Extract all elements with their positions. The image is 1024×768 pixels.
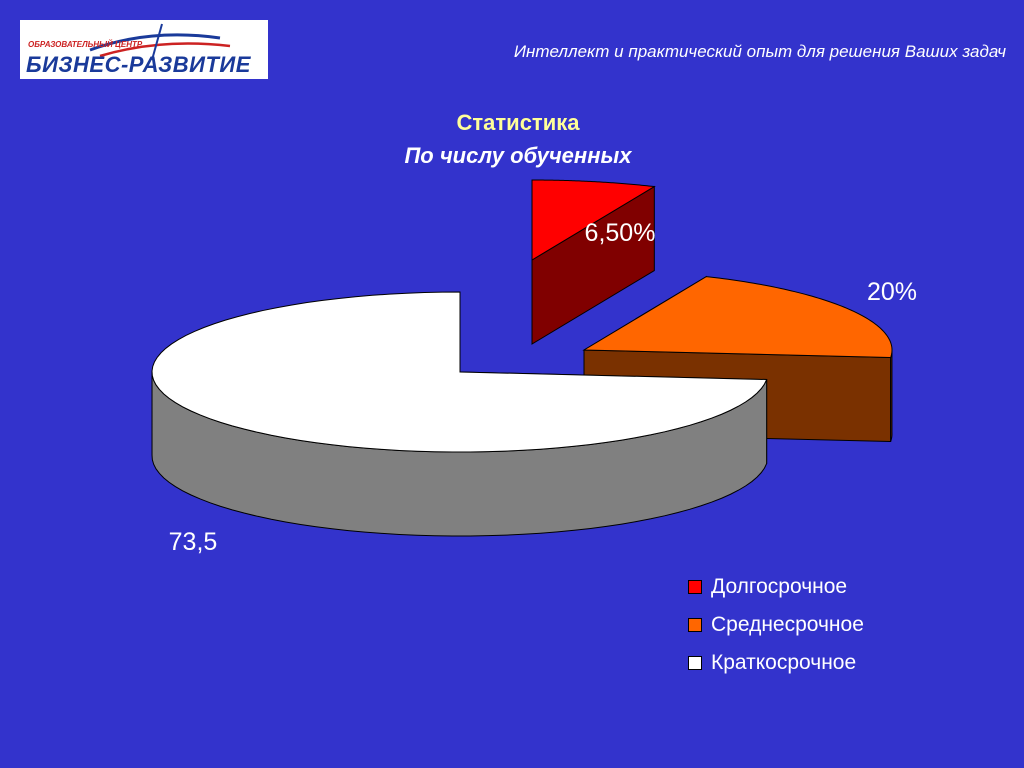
- legend-swatch: [688, 618, 702, 632]
- legend-label: Краткосрочное: [711, 651, 857, 674]
- legend-swatch: [688, 580, 702, 594]
- slide-tagline: Интеллект и практический опыт для решени…: [513, 42, 1006, 61]
- logo-big-text: БИЗНЕС-РАЗВИТИЕ: [26, 52, 251, 77]
- data-label-short-term: 73,5: [169, 528, 218, 556]
- chart-title: Статистика: [456, 110, 580, 135]
- pie-slice-side: [890, 348, 893, 442]
- legend-swatch: [688, 656, 702, 670]
- pie-slice-top: [531, 179, 656, 261]
- legend-item-mid-term: Среднесрочное: [688, 606, 864, 644]
- pie-slice-long-term: [531, 179, 656, 345]
- legend-label: Среднесрочное: [711, 613, 864, 636]
- data-label-mid-term: 20%: [867, 278, 917, 306]
- legend-label: Долгосрочное: [711, 575, 848, 598]
- company-logo: ОБРАЗОВАТЕЛЬНЫЙ ЦЕНТР БИЗНЕС-РАЗВИТИЕ: [20, 20, 268, 79]
- chart-subtitle: По числу обученных: [404, 143, 632, 168]
- legend-item-long-term: Долгосрочное: [688, 568, 864, 606]
- pie-slice-short-term: [151, 291, 768, 537]
- chart-legend: Долгосрочное Среднесрочное Краткосрочное: [688, 568, 864, 682]
- data-label-long-term: 6,50%: [585, 219, 656, 247]
- legend-item-short-term: Краткосрочное: [688, 644, 864, 682]
- logo-small-text: ОБРАЗОВАТЕЛЬНЫЙ ЦЕНТР: [28, 40, 143, 49]
- pie-slice-top: [151, 291, 768, 453]
- logo-swoosh-icon: [89, 23, 231, 61]
- pie-slice-top: [582, 276, 893, 359]
